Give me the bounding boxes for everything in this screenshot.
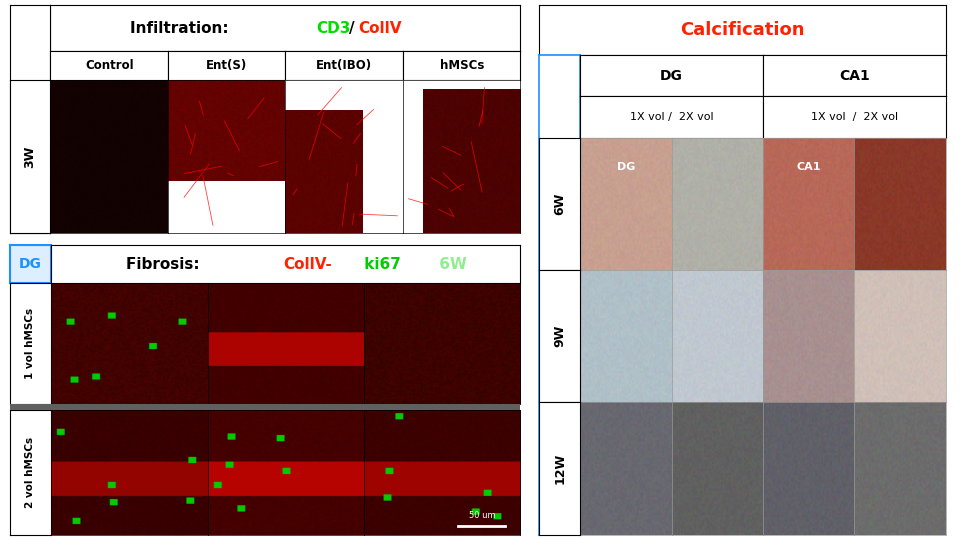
Text: 6W: 6W <box>553 193 566 215</box>
Text: Control: Control <box>84 59 133 72</box>
Text: DG: DG <box>23 107 37 131</box>
Text: 12W: 12W <box>553 453 566 484</box>
Text: ki67: ki67 <box>359 256 400 272</box>
Text: 2 vol hMSCs: 2 vol hMSCs <box>26 437 36 508</box>
Text: CA1: CA1 <box>839 69 870 83</box>
Text: CollV-: CollV- <box>283 256 332 272</box>
Text: CD3: CD3 <box>316 21 350 36</box>
Text: 3W: 3W <box>24 145 36 167</box>
Text: Ent(IBO): Ent(IBO) <box>316 59 372 72</box>
Text: Calcification: Calcification <box>680 21 804 39</box>
Text: 1X vol  /  2X vol: 1X vol / 2X vol <box>810 112 898 122</box>
Text: Fibrosis:: Fibrosis: <box>127 256 210 272</box>
Text: DG: DG <box>616 161 636 172</box>
Text: 1X vol /  2X vol: 1X vol / 2X vol <box>630 112 713 122</box>
Text: DG: DG <box>19 257 42 271</box>
Text: Infiltration:: Infiltration: <box>131 21 239 36</box>
Text: 1 vol hMSCs: 1 vol hMSCs <box>26 308 36 379</box>
Text: CA1: CA1 <box>797 161 821 172</box>
Text: 6W: 6W <box>434 256 467 272</box>
Text: 50 um: 50 um <box>468 511 495 521</box>
Text: MSC: MSC <box>553 278 566 312</box>
Text: 9W: 9W <box>553 325 566 347</box>
Text: CollV: CollV <box>358 21 402 36</box>
Text: hMSCs: hMSCs <box>440 59 484 72</box>
Text: Ent(S): Ent(S) <box>206 59 248 72</box>
Text: /: / <box>348 21 354 36</box>
Text: DG: DG <box>660 69 684 83</box>
